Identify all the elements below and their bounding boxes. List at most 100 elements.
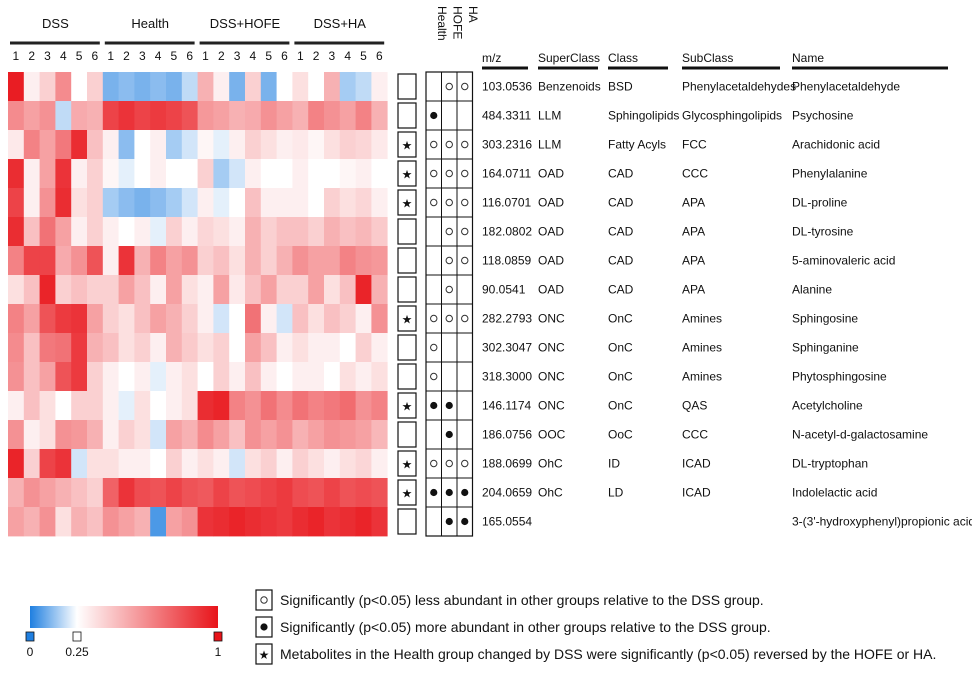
- heat-cell: [292, 72, 309, 102]
- heat-cell: [292, 333, 309, 363]
- heat-cell: [71, 304, 88, 334]
- heat-cell: [213, 507, 230, 537]
- table-cell-mz: 188.0699: [482, 457, 532, 471]
- table-cell-mz: 186.0756: [482, 428, 532, 442]
- legend-text: Significantly (p<0.05) more abundant in …: [280, 619, 771, 635]
- heat-cell: [213, 188, 230, 218]
- heat-cell: [150, 420, 167, 450]
- heat-cell: [339, 101, 356, 131]
- heat-cell: [292, 478, 309, 508]
- heat-cell: [102, 362, 119, 392]
- heat-cell: [339, 72, 356, 102]
- table-header: m/z: [482, 51, 501, 65]
- heat-cell: [276, 507, 293, 537]
- heat-cell: [339, 362, 356, 392]
- heat-cell: [260, 362, 277, 392]
- heat-cell: [181, 188, 198, 218]
- heat-cell: [339, 333, 356, 363]
- heat-cell: [355, 304, 372, 334]
- heat-cell: [245, 188, 262, 218]
- heat-cell: [355, 275, 372, 305]
- heat-cell: [71, 420, 88, 450]
- heat-cell: [166, 159, 183, 189]
- heat-cell: [197, 333, 214, 363]
- heat-cell: [23, 188, 40, 218]
- heat-cell: [213, 449, 230, 479]
- heat-cell: [292, 130, 309, 160]
- sample-label: 5: [171, 49, 178, 63]
- heat-cell: [166, 72, 183, 102]
- heat-cell: [55, 333, 72, 363]
- heat-cell: [150, 246, 167, 276]
- heat-cell: [245, 449, 262, 479]
- heat-cell: [166, 449, 183, 479]
- heat-cell: [371, 246, 388, 276]
- heat-cell: [229, 217, 246, 247]
- heat-cell: [276, 275, 293, 305]
- heat-cell: [134, 449, 151, 479]
- heat-cell: [150, 507, 167, 537]
- table-cell-subclass: APA: [682, 254, 705, 268]
- star-cell: [397, 305, 417, 332]
- heat-cell: [134, 217, 151, 247]
- heat-cell: [324, 304, 341, 334]
- heat-cell: [118, 217, 135, 247]
- heat-cell: [292, 362, 309, 392]
- heat-cell: [245, 507, 262, 537]
- heat-cell: [102, 304, 119, 334]
- heat-cell: [355, 217, 372, 247]
- heat-cell: [324, 159, 341, 189]
- table-cell-class: CAD: [608, 196, 634, 210]
- less-abundant-marker: [461, 82, 469, 91]
- heat-cell: [197, 72, 214, 102]
- more-abundant-icon: [260, 623, 268, 631]
- heat-cell: [166, 304, 183, 334]
- heat-cell: [197, 449, 214, 479]
- heat-cell: [150, 333, 167, 363]
- star-icon: ★: [402, 313, 413, 327]
- star-cell: [397, 189, 417, 216]
- heat-cell: [181, 362, 198, 392]
- heat-cell: [355, 362, 372, 392]
- heat-cell: [355, 507, 372, 537]
- heat-cell: [102, 420, 119, 450]
- table-cell-class: LD: [608, 486, 624, 500]
- heat-cell: [308, 188, 325, 218]
- heat-cell: [87, 188, 104, 218]
- heat-cell: [23, 72, 40, 102]
- heat-cell: [102, 275, 119, 305]
- heat-cell: [260, 304, 277, 334]
- table-cell-subclass: Amines: [682, 312, 722, 326]
- heat-cell: [102, 72, 119, 102]
- heat-cell: [308, 304, 325, 334]
- table-cell-subclass: QAS: [682, 399, 707, 413]
- less-abundant-icon: [260, 596, 268, 604]
- heat-cell: [308, 246, 325, 276]
- heat-cell: [55, 304, 72, 334]
- sample-label: 3: [44, 49, 51, 63]
- heat-cell: [292, 275, 309, 305]
- table-cell-superclass: ONC: [538, 312, 565, 326]
- heat-cell: [150, 188, 167, 218]
- heat-cell: [39, 188, 56, 218]
- heat-cell: [371, 478, 388, 508]
- heat-cell: [55, 391, 72, 421]
- heat-cell: [245, 101, 262, 131]
- heat-cell: [339, 130, 356, 160]
- heat-cell: [39, 217, 56, 247]
- table-cell-name: DL-proline: [792, 196, 848, 210]
- heat-cell: [324, 130, 341, 160]
- heat-cell: [118, 130, 135, 160]
- heat-cell: [245, 275, 262, 305]
- table-cell-mz: 318.3000: [482, 370, 532, 384]
- heat-cell: [87, 159, 104, 189]
- sample-label: 1: [107, 49, 114, 63]
- heat-cell: [245, 159, 262, 189]
- heat-cell: [118, 188, 135, 218]
- table-header: SuperClass: [538, 51, 600, 65]
- heat-cell: [55, 217, 72, 247]
- less-abundant-marker: [461, 169, 469, 178]
- table-cell-class: CAD: [608, 254, 634, 268]
- less-abundant-marker: [461, 198, 469, 207]
